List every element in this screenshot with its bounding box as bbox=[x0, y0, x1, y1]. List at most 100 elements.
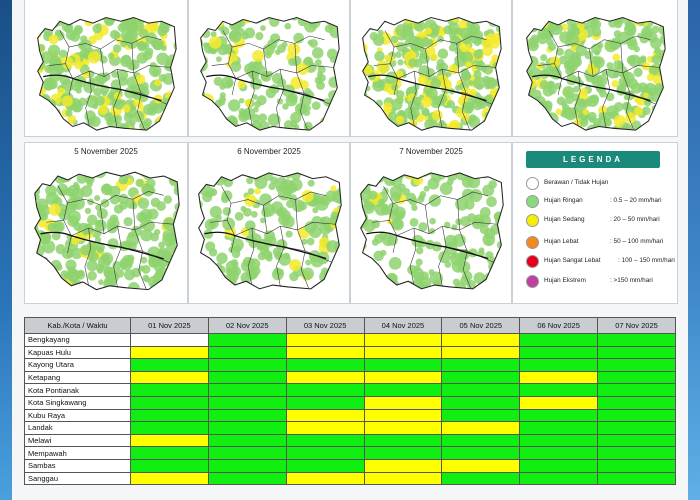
rain-area bbox=[564, 124, 576, 131]
rain-area bbox=[571, 12, 580, 17]
rain-area bbox=[46, 172, 55, 179]
map-title: 7 November 2025 bbox=[399, 147, 463, 156]
rain-area bbox=[518, 110, 526, 118]
rain-area bbox=[551, 125, 558, 131]
rain-area bbox=[242, 172, 252, 174]
rain-area bbox=[96, 72, 108, 85]
rain-area bbox=[521, 12, 530, 17]
rain-area bbox=[363, 17, 377, 29]
rain-area bbox=[355, 254, 360, 261]
rain-area bbox=[198, 235, 204, 243]
rain-area bbox=[481, 125, 490, 131]
rain-area bbox=[144, 172, 157, 176]
rain-area bbox=[242, 207, 252, 217]
rain-area bbox=[285, 94, 298, 107]
rain-area bbox=[369, 124, 379, 131]
rain-area bbox=[460, 275, 471, 286]
map-panel-3 bbox=[350, 0, 512, 137]
rain-area bbox=[41, 17, 53, 22]
rain-area bbox=[277, 206, 288, 217]
rain-map-svg bbox=[37, 17, 177, 131]
forecast-cell bbox=[519, 471, 599, 486]
rain-area bbox=[657, 124, 666, 131]
rain-area bbox=[382, 83, 392, 92]
rain-area bbox=[421, 107, 430, 116]
rain-area bbox=[362, 201, 376, 214]
table-row: Melawi bbox=[24, 433, 676, 448]
rain-area bbox=[37, 120, 41, 131]
forecast-cell bbox=[207, 395, 287, 410]
legend-item: Hujan Sedang : 20 – 50 mm/hari bbox=[526, 212, 666, 230]
forecast-cell bbox=[207, 408, 287, 423]
rain-area bbox=[293, 32, 304, 44]
rain-area bbox=[468, 22, 481, 34]
table-header-row: Kab./Kota / Waktu 01 Nov 2025 02 Nov 202… bbox=[24, 317, 676, 334]
rain-area bbox=[75, 87, 82, 94]
rain-area bbox=[657, 102, 666, 114]
rain-area bbox=[362, 31, 364, 42]
rain-map-svg bbox=[362, 12, 502, 131]
rain-area bbox=[465, 17, 472, 21]
rain-area bbox=[214, 284, 226, 289]
rain-area bbox=[637, 32, 643, 39]
rain-area bbox=[34, 256, 45, 270]
rain-area bbox=[360, 267, 371, 278]
rain-area bbox=[313, 172, 324, 174]
forecast-cell bbox=[519, 333, 599, 347]
forecast-cell bbox=[363, 408, 443, 423]
district-border bbox=[438, 69, 447, 129]
rain-area bbox=[95, 263, 105, 273]
rain-area bbox=[67, 114, 77, 124]
legend-swatch bbox=[526, 177, 539, 190]
rain-area bbox=[106, 120, 112, 126]
forecast-cell bbox=[441, 408, 521, 423]
legend-swatch bbox=[526, 236, 539, 249]
table-header-date: 03 Nov 2025 bbox=[285, 317, 365, 334]
rain-area bbox=[328, 76, 340, 88]
rain-area bbox=[48, 203, 61, 216]
district-border bbox=[113, 69, 122, 129]
rain-area bbox=[655, 125, 663, 131]
rain-area bbox=[415, 258, 423, 266]
legend-item-name: Hujan Ringan bbox=[544, 197, 583, 204]
district-border bbox=[457, 199, 460, 230]
rain-area bbox=[254, 100, 262, 108]
rain-area bbox=[133, 17, 141, 19]
river bbox=[532, 74, 651, 102]
rain-area bbox=[498, 82, 502, 95]
rain-area bbox=[237, 286, 245, 289]
rain-map-svg bbox=[193, 172, 342, 290]
rain-area bbox=[193, 192, 197, 199]
rain-area bbox=[372, 34, 385, 46]
rain-area bbox=[362, 12, 370, 17]
rain-map bbox=[29, 159, 183, 299]
rain-area bbox=[37, 231, 51, 245]
district-border bbox=[72, 65, 171, 79]
rain-area bbox=[50, 100, 57, 107]
rain-area bbox=[176, 252, 180, 264]
rain-area bbox=[339, 266, 342, 277]
rain-area bbox=[234, 211, 244, 221]
rain-area bbox=[526, 55, 532, 67]
forecast-cell bbox=[130, 345, 209, 360]
rain-area bbox=[428, 194, 441, 207]
rain-area bbox=[220, 12, 228, 16]
rain-area bbox=[304, 19, 317, 33]
rain-area bbox=[411, 204, 418, 212]
province-outline bbox=[360, 172, 504, 290]
rain-area bbox=[582, 108, 589, 116]
rain-area bbox=[648, 65, 660, 76]
rain-area bbox=[198, 172, 206, 181]
rain-area bbox=[378, 198, 386, 206]
rain-area bbox=[202, 192, 213, 203]
rain-area bbox=[366, 17, 377, 28]
rain-area bbox=[58, 121, 68, 130]
rain-area bbox=[207, 121, 217, 131]
rain-area bbox=[459, 12, 468, 17]
rain-area bbox=[260, 25, 266, 32]
forecast-cell bbox=[207, 333, 287, 347]
rain-area bbox=[34, 193, 40, 201]
rain-area bbox=[44, 276, 55, 287]
rain-area bbox=[140, 228, 153, 242]
table-header-region: Kab./Kota / Waktu bbox=[24, 317, 131, 334]
